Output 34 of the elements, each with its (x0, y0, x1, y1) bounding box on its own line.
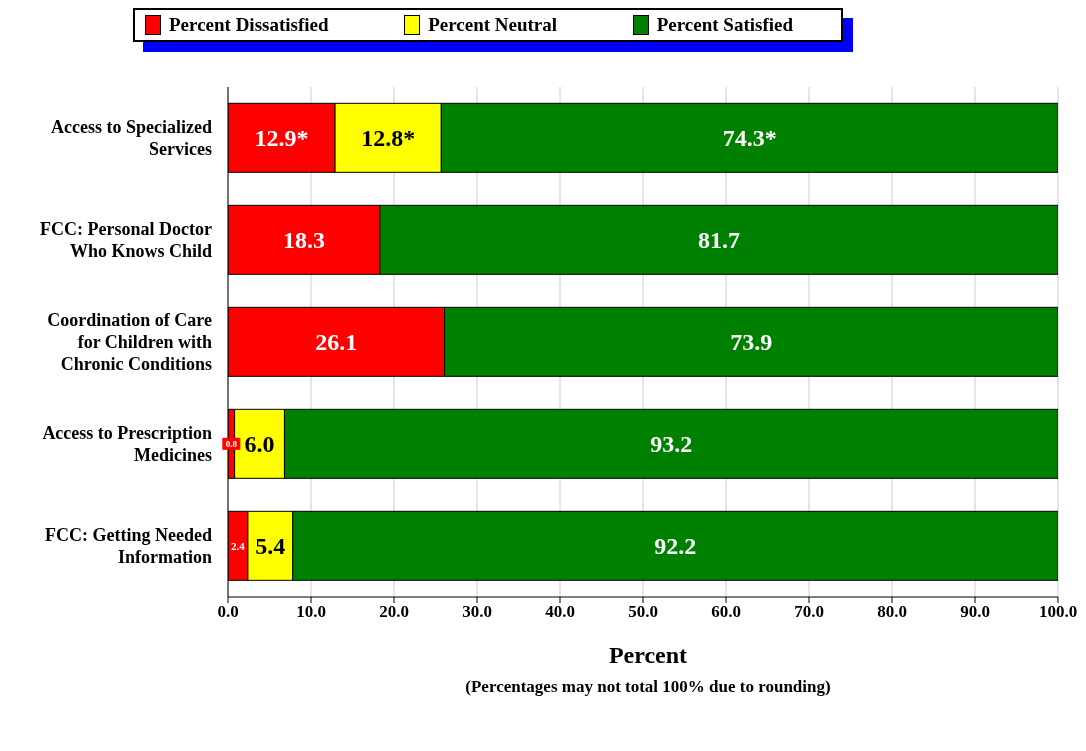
y-tick-label: Access to Specialized Services (51, 117, 212, 159)
x-tick-label: 80.0 (877, 602, 907, 622)
legend-label: Percent Dissatisfied (169, 14, 329, 36)
x-tick-label: 60.0 (711, 602, 741, 622)
data-label: 2.4 (231, 539, 246, 552)
x-tick-label: 30.0 (462, 602, 492, 622)
legend-label: Percent Neutral (428, 14, 558, 36)
data-label: 5.4 (255, 532, 286, 559)
data-label: 74.3* (722, 124, 777, 151)
data-label: 0.8 (225, 438, 238, 449)
y-tick-label: Access to Prescription Medicines (42, 423, 212, 465)
x-tick-label: 70.0 (794, 602, 824, 622)
x-tick-label: 10.0 (296, 602, 326, 622)
x-tick-label: 40.0 (545, 602, 575, 622)
legend-label: Percent Satisfied (656, 14, 793, 36)
x-axis-title: Percent (607, 642, 689, 669)
x-tick-label: 0.0 (217, 602, 239, 622)
text: (Percentages may not total 100% due to rounding) (464, 677, 832, 697)
data-label: 93.2 (650, 430, 693, 457)
data-label: 18.3 (282, 226, 325, 253)
x-tick-label: 100.0 (1038, 602, 1078, 622)
data-label: 92.2 (654, 532, 697, 559)
data-label: 12.9* (254, 124, 309, 151)
data-label: 81.7 (697, 226, 740, 253)
data-label: 73.9 (730, 328, 773, 355)
x-tick-label: 20.0 (379, 602, 409, 622)
x-tick-label: 90.0 (960, 602, 990, 622)
y-tick-label: FCC: Personal Doctor Who Knows Child (40, 219, 213, 261)
y-tick-label: Coordination of Care for Children with Chronic Conditions (47, 310, 212, 374)
data-label: 6.0 (244, 430, 275, 457)
y-tick-label: FCC: Getting Needed Information (45, 525, 212, 567)
data-label: 12.8* (361, 124, 416, 151)
x-tick-label: 50.0 (628, 602, 658, 622)
data-label: 26.1 (315, 328, 358, 355)
